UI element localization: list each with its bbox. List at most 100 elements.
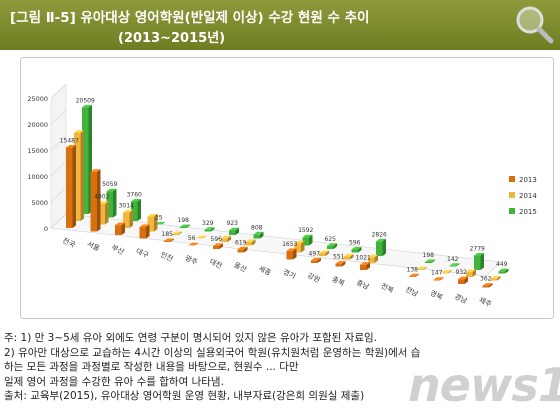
- data-label: 147: [431, 270, 443, 277]
- bar-2014: [417, 266, 427, 270]
- bar-2015: [351, 246, 362, 253]
- x-tick-label: 대전: [208, 257, 223, 271]
- data-label: 185: [162, 231, 174, 238]
- bar-2015: [229, 227, 239, 235]
- legend-swatch: [509, 192, 515, 198]
- bar-2015: [498, 268, 509, 274]
- x-tick-label: 경북: [429, 288, 445, 302]
- source-line: 출처: 교육부(2015), 유아대상 영어학원 운영 현황, 내부자료(강은희…: [4, 390, 365, 402]
- bar-2013: [311, 257, 321, 263]
- footnotes: 주: 1) 만 3~5세 유아 외에도 연령 구분이 명시되어 있지 않은 유아…: [4, 331, 556, 404]
- x-tick-label: 서울: [86, 239, 102, 253]
- bar-2014: [490, 275, 501, 281]
- bar-2014: [74, 130, 84, 221]
- gridline: [50, 135, 67, 151]
- bar-2015: [449, 263, 460, 267]
- x-tick-label: 충북: [331, 274, 347, 288]
- data-label: 4002: [94, 194, 109, 201]
- data-label: 362: [480, 276, 492, 283]
- bar-2013: [66, 144, 76, 228]
- bar-2013: [164, 238, 174, 242]
- legend-label: 2014: [519, 192, 537, 200]
- x-tick-label: 제주: [478, 296, 494, 309]
- y-tick-label: 15000: [27, 147, 48, 155]
- y-tick-label: 5000: [31, 199, 48, 207]
- gridline: [50, 161, 67, 177]
- bar-2013: [188, 242, 199, 246]
- x-tick-label: 울산: [233, 260, 249, 274]
- data-label: 198: [178, 217, 190, 224]
- footnote-line: 2) 유아만 대상으로 교습하는 4시간 이상의 실용외국어 학원(유치원처럼 …: [4, 346, 421, 359]
- data-label: 551: [333, 254, 345, 261]
- figure-header: [그림 Ⅱ-5] 유아대상 영어학원(반일제 이상) 수강 현원 수 추이 (2…: [0, 0, 560, 50]
- data-label: 3014: [119, 202, 134, 209]
- data-label: 625: [325, 236, 337, 243]
- gridline: [50, 83, 67, 99]
- bar-2013: [335, 261, 346, 267]
- news1-watermark: news1: [408, 358, 560, 412]
- bar-2014: [466, 269, 476, 277]
- data-label: 329: [202, 220, 214, 227]
- x-tick-label: 전남: [404, 285, 420, 299]
- data-label: 25: [155, 214, 163, 221]
- x-tick-label: 경남: [453, 292, 469, 306]
- footnote-line: 주: 1) 만 3~5세 유아 외에도 연령 구분이 명시되어 있지 않은 유아…: [4, 332, 377, 344]
- data-label: 198: [423, 252, 435, 259]
- figure-title: [그림 Ⅱ-5] 유아대상 영어학원(반일제 이상) 수강 현원 수 추이: [10, 10, 370, 26]
- data-label: 449: [496, 261, 508, 268]
- data-label: 619: [235, 239, 247, 246]
- data-label: 56: [188, 235, 196, 242]
- bar-chart: 25000 20000 15000 10000 5000 0 15487 20509 4002 5…: [27, 83, 537, 309]
- gridline: [50, 109, 67, 125]
- footnote-line: 하는 모든 과정을 과정별로 작성한 내용을 바탕으로, 현원수 ... 다만: [4, 361, 299, 373]
- bar-2013: [433, 277, 444, 281]
- bar-2013: [237, 246, 248, 253]
- y-tick-label: 10000: [27, 173, 48, 181]
- bar-2014: [123, 209, 133, 228]
- bar-2013: [458, 276, 468, 284]
- legend-swatch: [509, 208, 515, 214]
- x-tick-label: 전북: [380, 281, 396, 295]
- legend-label: 2015: [519, 208, 537, 216]
- bar-2015: [376, 238, 386, 256]
- gridline: [50, 187, 67, 203]
- chart-side-wall: [50, 83, 67, 229]
- bar-2014: [98, 201, 109, 225]
- data-label: 497: [309, 250, 321, 257]
- bar-2014: [221, 235, 231, 242]
- data-label: 138: [407, 266, 419, 273]
- bar-2013: [286, 248, 297, 260]
- data-label: 808: [251, 224, 263, 231]
- legend-swatch: [509, 176, 515, 182]
- data-label: 596: [349, 239, 361, 246]
- data-label: 1592: [298, 227, 313, 234]
- x-tick-label: 부산: [110, 243, 126, 257]
- x-tick-label: 전국: [61, 236, 77, 250]
- bar-2015: [180, 224, 190, 228]
- x-tick-label: 충남: [355, 278, 371, 292]
- x-tick-label: 강원: [306, 271, 321, 285]
- data-label: 15487: [60, 137, 79, 144]
- bar-2015: [253, 231, 264, 239]
- bar-2015: [131, 198, 141, 221]
- bar-2014: [196, 235, 207, 239]
- data-label: 20509: [76, 97, 95, 104]
- bar-2013: [115, 222, 125, 235]
- footnote-line: 일제 영어 과정을 수강한 유아 수를 합하여 나타냄.: [4, 375, 224, 388]
- bar-2015: [327, 243, 337, 249]
- figure-subtitle: (2013~2015년): [118, 31, 226, 46]
- bar-2015: [106, 188, 117, 218]
- data-label: 5059: [102, 181, 117, 188]
- bar-2013: [139, 224, 150, 239]
- x-tick-label: 인천: [159, 250, 174, 264]
- bar-2015: [302, 234, 313, 246]
- bar-2014: [147, 213, 158, 232]
- data-label: 596: [211, 236, 223, 243]
- y-tick-label: 0: [44, 225, 48, 233]
- x-tick-label: 경기: [282, 267, 297, 281]
- bar-2014: [368, 254, 378, 263]
- data-label: 1653: [282, 241, 297, 248]
- data-label: 142: [447, 256, 459, 263]
- bar-2013: [409, 273, 419, 277]
- bar-2013: [360, 262, 370, 270]
